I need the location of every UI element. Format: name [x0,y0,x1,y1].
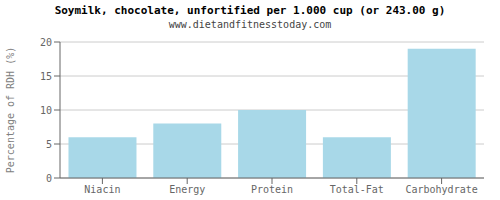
html-text:www.dietandfitnesstoday.com: www.dietandfitnesstoday.com [168,19,332,30]
svg-text:10: 10 [40,105,52,116]
svg-text:Protein: Protein [251,184,293,195]
svg-text:20: 20 [40,37,52,48]
svg-text:0: 0 [46,173,52,184]
svg-text:5: 5 [46,139,52,150]
svg-text:15: 15 [40,71,52,82]
html-text:Soymilk, chocolate, unfortifie: Soymilk, chocolate, unfortified per 1.00… [54,4,446,17]
svg-text:Carbohydrate: Carbohydrate [405,184,477,195]
svg-text:Niacin: Niacin [84,184,120,195]
svg-text:Energy: Energy [169,184,205,195]
svg-text:Total-Fat: Total-Fat [330,184,384,195]
svg-text:Percentage of RDH (%): Percentage of RDH (%) [8,47,16,173]
